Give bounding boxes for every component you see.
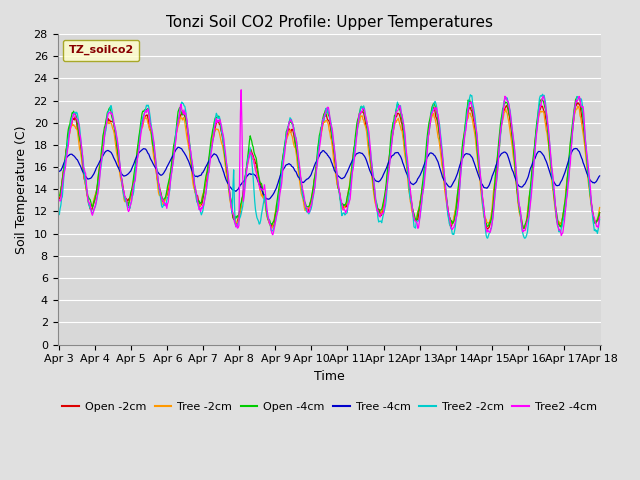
Line: Tree2 -4cm: Tree2 -4cm bbox=[60, 90, 600, 236]
Open -2cm bbox=[573, 100, 581, 106]
Line: Tree -2cm: Tree -2cm bbox=[60, 106, 600, 228]
Tree -2cm bbox=[65, 132, 73, 138]
Open -4cm bbox=[121, 193, 129, 199]
X-axis label: Time: Time bbox=[314, 370, 345, 383]
Line: Open -4cm: Open -4cm bbox=[60, 97, 600, 228]
Tree -4cm bbox=[174, 144, 182, 150]
Open -2cm bbox=[204, 165, 212, 170]
Open -4cm bbox=[596, 210, 604, 216]
Line: Tree2 -2cm: Tree2 -2cm bbox=[60, 94, 600, 238]
Tree -2cm bbox=[412, 217, 419, 223]
Tree2 -2cm bbox=[56, 212, 63, 217]
Open -4cm bbox=[573, 94, 581, 100]
Tree2 -4cm bbox=[204, 171, 212, 177]
Open -4cm bbox=[204, 162, 212, 168]
Tree -2cm bbox=[574, 103, 582, 109]
Tree2 -2cm bbox=[176, 111, 184, 117]
Y-axis label: Soil Temperature (C): Soil Temperature (C) bbox=[15, 125, 28, 253]
Tree2 -4cm bbox=[237, 87, 245, 93]
Open -2cm bbox=[56, 196, 63, 202]
Tree -4cm bbox=[397, 154, 404, 159]
Tree -4cm bbox=[65, 152, 73, 158]
Tree2 -4cm bbox=[396, 103, 404, 108]
Open -2cm bbox=[484, 226, 492, 232]
Tree2 -2cm bbox=[204, 172, 212, 178]
Tree -4cm bbox=[596, 173, 604, 179]
Tree2 -4cm bbox=[412, 218, 419, 224]
Tree2 -2cm bbox=[596, 216, 604, 222]
Tree -4cm bbox=[412, 179, 420, 185]
Tree -2cm bbox=[121, 199, 129, 204]
Tree2 -4cm bbox=[557, 233, 565, 239]
Open -2cm bbox=[596, 210, 604, 216]
Tree -2cm bbox=[268, 226, 276, 231]
Tree -4cm bbox=[205, 158, 212, 164]
Open -4cm bbox=[411, 214, 419, 220]
Open -2cm bbox=[65, 128, 73, 134]
Tree2 -2cm bbox=[395, 103, 403, 108]
Tree -4cm bbox=[264, 196, 272, 202]
Tree -2cm bbox=[56, 193, 63, 199]
Tree -4cm bbox=[177, 145, 184, 151]
Tree -4cm bbox=[121, 173, 129, 179]
Open -4cm bbox=[520, 225, 527, 231]
Tree2 -4cm bbox=[596, 214, 604, 220]
Line: Open -2cm: Open -2cm bbox=[60, 103, 600, 229]
Tree -2cm bbox=[176, 119, 184, 124]
Tree -2cm bbox=[204, 163, 212, 168]
Legend: Open -2cm, Tree -2cm, Open -4cm, Tree -4cm, Tree2 -2cm, Tree2 -4cm: Open -2cm, Tree -2cm, Open -4cm, Tree -4… bbox=[58, 398, 601, 417]
Open -2cm bbox=[395, 111, 403, 117]
Tree2 -2cm bbox=[121, 196, 129, 202]
Open -4cm bbox=[176, 105, 184, 110]
Open -4cm bbox=[395, 103, 403, 109]
Open -2cm bbox=[411, 216, 419, 222]
Line: Tree -4cm: Tree -4cm bbox=[60, 147, 600, 199]
Tree2 -4cm bbox=[176, 110, 184, 116]
Open -4cm bbox=[65, 123, 73, 129]
Tree2 -2cm bbox=[520, 235, 528, 241]
Title: Tonzi Soil CO2 Profile: Upper Temperatures: Tonzi Soil CO2 Profile: Upper Temperatur… bbox=[166, 15, 493, 30]
Tree2 -2cm bbox=[411, 225, 419, 230]
Tree2 -4cm bbox=[121, 193, 129, 199]
Tree2 -2cm bbox=[539, 91, 547, 97]
Open -2cm bbox=[176, 115, 184, 120]
Tree2 -4cm bbox=[56, 197, 63, 203]
Tree2 -2cm bbox=[65, 129, 73, 135]
Tree2 -4cm bbox=[65, 134, 73, 140]
Tree -2cm bbox=[596, 204, 604, 210]
Open -4cm bbox=[56, 193, 63, 199]
Tree -2cm bbox=[396, 121, 404, 127]
Open -2cm bbox=[121, 195, 129, 201]
Tree -4cm bbox=[56, 168, 63, 174]
